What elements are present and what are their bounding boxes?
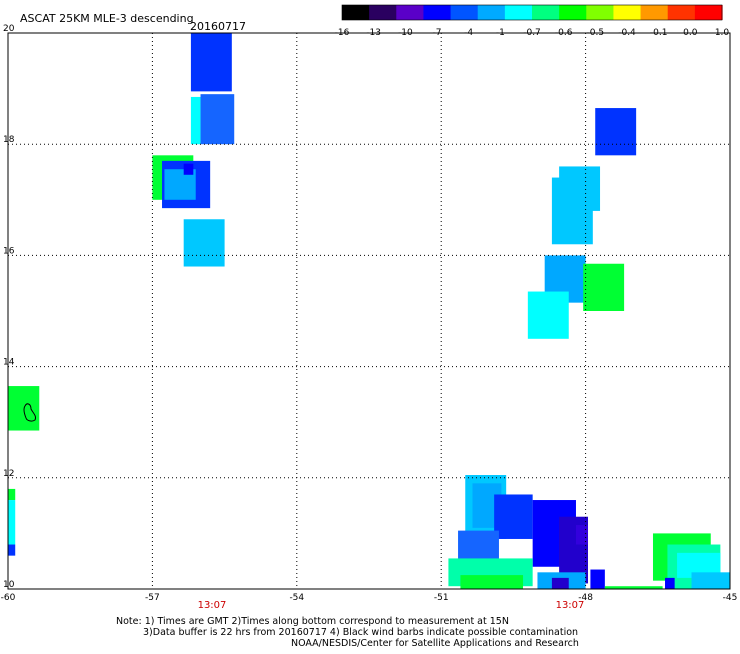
wind-cell <box>691 572 730 589</box>
wind-cell <box>665 577 675 589</box>
wind-cell <box>527 291 569 339</box>
barbados-island-outline <box>23 403 36 422</box>
plot-frame <box>7 32 731 590</box>
colorbar-swatch <box>342 5 370 20</box>
wind-cell <box>8 544 16 556</box>
pass-time-label: 13:07 <box>556 600 585 611</box>
longitude-tick-label: -45 <box>723 593 738 603</box>
colorbar-swatch <box>450 5 479 20</box>
colorbar-swatch <box>667 5 696 20</box>
colorbar-frame <box>341 4 723 21</box>
note-line-2: 3)Data buffer is 22 hrs from 20160717 4)… <box>143 627 578 638</box>
wind-cell <box>458 530 499 562</box>
wind-cell <box>551 577 569 589</box>
colorbar-swatch <box>613 5 642 20</box>
wind-cell <box>595 108 637 156</box>
wind-cell <box>8 500 16 545</box>
longitude-tick-label: -57 <box>145 593 160 603</box>
colorbar-swatch <box>423 5 452 20</box>
latitude-tick-label: 10 <box>3 580 15 590</box>
wind-cell <box>494 494 533 539</box>
wind-cell <box>200 94 235 145</box>
colorbar-swatch <box>640 5 669 20</box>
pass-time-label: 13:07 <box>198 600 227 611</box>
colorbar-swatch <box>369 5 397 20</box>
longitude-labels: -60 -57 -54 -51 -48 -45 <box>1 593 738 603</box>
latitude-tick-label: 12 <box>3 469 14 479</box>
latitude-tick-label: 18 <box>3 135 15 145</box>
latitude-tick-label: 16 <box>3 246 15 256</box>
wind-cell <box>604 586 663 589</box>
colorbar-swatch <box>396 5 425 20</box>
latitude-tick-label: 20 <box>3 24 15 34</box>
wind-cell <box>575 525 589 545</box>
wind-cell <box>190 33 232 92</box>
longitude-tick-label: -54 <box>289 593 304 603</box>
wind-cell <box>183 163 194 175</box>
colorbar-swatch <box>532 5 560 20</box>
colorbar-swatch <box>559 5 587 20</box>
wind-cell <box>583 263 625 311</box>
colorbar-swatch <box>694 5 723 20</box>
wind-cell <box>183 219 225 267</box>
wind-cell <box>551 177 593 245</box>
colorbar-swatch <box>477 5 506 20</box>
wind-cell <box>8 488 16 501</box>
wind-cells <box>8 33 730 589</box>
grid-lines <box>8 33 730 589</box>
plot-area: -60 -57 -54 -51 -48 -45 20 18 16 14 12 10 13:07 13… <box>1 24 738 611</box>
colorbar-swatch <box>586 5 615 20</box>
product-date: 20160717 <box>190 20 246 33</box>
wind-cell <box>460 575 524 589</box>
colorbar-swatch <box>504 5 533 20</box>
longitude-tick-label: -51 <box>434 593 449 603</box>
latitude-labels: 20 18 16 14 12 10 <box>3 24 15 590</box>
longitude-tick-label: -60 <box>1 593 16 603</box>
latitude-tick-label: 14 <box>3 358 15 368</box>
note-line-3: NOAA/NESDIS/Center for Satellite Applica… <box>291 638 579 649</box>
wind-cell <box>190 96 201 145</box>
wind-cell <box>590 569 605 589</box>
longitude-tick-label: -48 <box>578 593 593 603</box>
note-line-1: Note: 1) Times are GMT 2)Times along bot… <box>116 616 509 627</box>
product-title: ASCAT 25KM MLE-3 descending <box>20 12 194 25</box>
